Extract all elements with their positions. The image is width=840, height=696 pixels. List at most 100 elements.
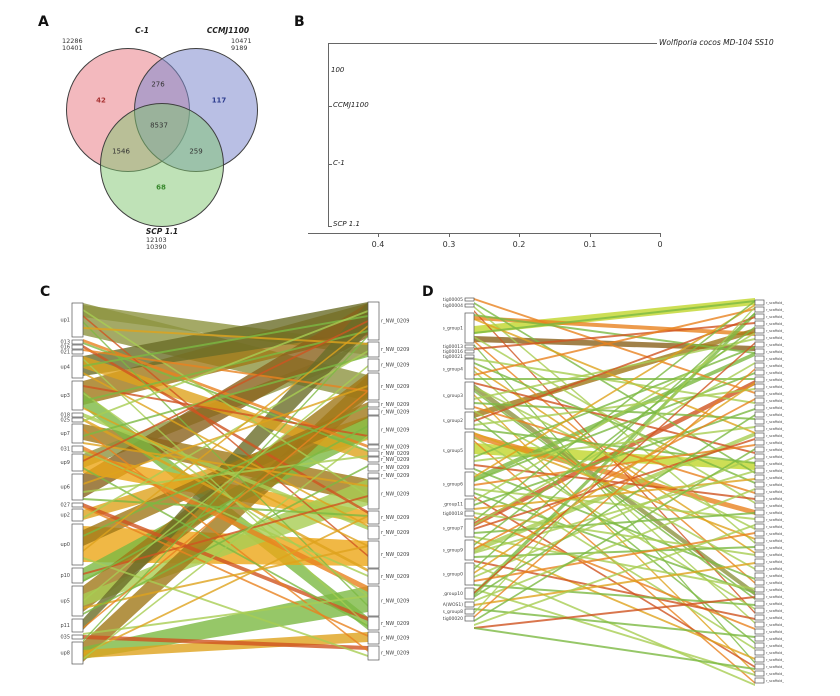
scaffold-label: r_scaffold_ [766,658,784,662]
scaffold-block [367,472,380,479]
scaffold-block [754,460,765,467]
scaffold-block [754,628,765,635]
synteny-ribbon [83,515,368,655]
scaffold-block [754,558,765,565]
scaffold-label: q_Contig00031 [60,447,70,453]
scaffold-label: r_scaffold_ [766,637,784,641]
scaffold-label: r_scaffold_ [766,308,784,312]
synteny-ribbon [474,408,755,506]
synteny-ribbon [474,304,755,478]
scaffold-label: r_NW_0209 [381,347,409,353]
scaffold-label: r_scaffold_ [766,399,784,403]
scaffold-block [754,397,765,404]
panel-c-label: C [40,284,51,300]
scaffold-block [754,579,765,586]
scaffold-block [71,585,84,617]
scaffold-block [754,320,765,327]
synteny-ribbon [474,398,755,550]
scaffold-block [367,616,380,631]
scaffold-block [754,327,765,334]
synteny-ribbon [474,608,755,638]
scaffold-block [367,408,380,416]
scaffold-label: q_Contig00005 [443,297,463,303]
venn-value-c1-scp: 1546 [112,147,130,156]
venn-set-title-scp: SCP 1.1 [145,227,179,236]
synteny-ribbon [474,308,755,376]
synteny-ribbon [83,327,368,345]
scaffold-label: q_Lachesis_group6 [443,482,463,488]
axis-tick-label-2: 0.3 [442,240,456,249]
scaffold-block [464,562,475,586]
scaffold-block [71,339,84,345]
scaffold-label: q_Contig00013 [443,344,463,350]
tree-outgroup-label: Wolfiporia cocos MD-104 SS10 [659,38,774,47]
scaffold-label: q_Lachesis_group2 [443,418,463,424]
scaffold-block [464,498,475,510]
scaffold-label: r_scaffold_ [766,560,784,564]
scaffold-label: r_scaffold_ [766,539,784,543]
scaffold-block [754,474,765,481]
scaffold-block [367,540,380,569]
axis-tick-1 [378,233,379,237]
tree-panel: Wolfiporia cocos MD-104 SS10 100 CCMJ110… [0,0,840,270]
scaffold-label: r_scaffold_ [766,378,784,382]
scaffold-block [464,539,475,561]
scaffold-label: q_Lachesis_group4 [60,365,70,371]
scaffold-label: r_scaffold_ [766,357,784,361]
synteny-ribbon [474,362,755,526]
synteny-ribbon [83,545,368,609]
scaffold-block [367,463,380,472]
scaffold-label: q_Lachesis_group1 [443,326,463,332]
scaffold-label: r_scaffold_ [766,483,784,487]
scaffold-label: q_Lachesis_group5 [60,599,70,605]
scaffold-block [71,423,84,444]
scaffold-block [754,376,765,383]
scaffold-block [464,297,475,302]
scaffold-label: r_scaffold_ [766,595,784,599]
venn-value-c1-only: 42 [96,96,106,105]
scaffold-block [754,635,765,642]
synteny-panel-c: q_Lachesis_group1q_Contig00013q_Contig00… [19,295,440,687]
scaffold-block [754,586,765,593]
scaffold-label: q_Lachesis_group4 [443,367,463,373]
scaffold-label: q_Contig00004_CAA(WOS1) [443,602,463,608]
scaffold-label: r_scaffold_ [766,476,784,480]
synteny-ribbon [83,315,368,367]
synteny-panel-d: q_Contig00005q_Contig00004 q_Lachesis_gro… [400,292,840,692]
tree-tip-label-c1: C-1 [333,159,345,167]
synteny-ribbon [474,306,755,544]
synteny-ribbon [83,405,368,537]
scaffold-label: r_NW_0209 [381,473,409,479]
scaffold-block [754,663,765,670]
synteny-ribbon [474,488,755,602]
synteny-ribbon [474,584,755,606]
scaffold-block [464,518,475,538]
venn-set-title-ccmj: CCMJ1100 [206,26,250,35]
scaffold-block [367,631,380,645]
scaffold-block [754,432,765,439]
synteny-ribbon [83,495,368,575]
scaffold-block [71,567,84,584]
scaffold-label: r_scaffold_ [766,392,784,396]
synteny-ribbon [474,358,755,404]
scaffold-block [367,341,380,358]
scaffold-block [367,525,380,540]
scaffold-label: q_Contig00035 [60,635,70,641]
scaffold-block [754,383,765,390]
scaffold-label: r_scaffold_ [766,406,784,410]
synteny-ribbon [83,442,368,487]
synteny-ribbon [474,496,755,668]
scaffold-block [464,358,475,380]
scaffold-label: q_Lachesis_group8 [443,609,463,615]
axis-tick-4 [590,233,591,237]
scaffold-label: q_Contig00025 [60,418,70,424]
scaffold-label: r_NW_0209 [381,491,409,497]
scaffold-label: r_NW_0209 [381,427,409,433]
scaffold-block [754,411,765,418]
scaffold-label: q_Lachesis_group1 [60,318,70,324]
scaffold-block [754,418,765,425]
axis-tick-3 [519,233,520,237]
scaffold-label: r_NW_0209 [381,444,409,450]
scaffold-block [464,587,475,600]
